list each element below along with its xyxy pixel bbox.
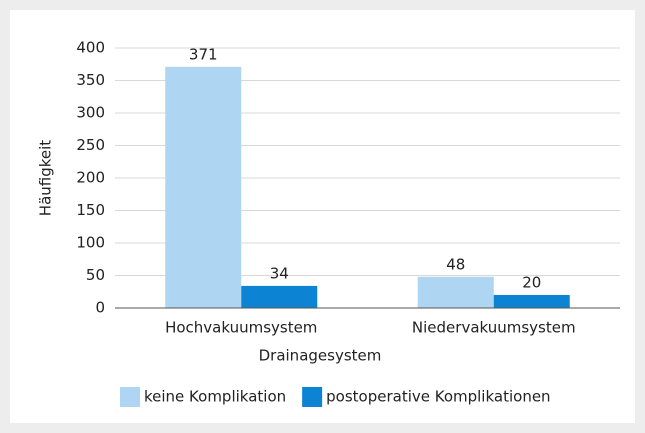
bar [165, 66, 242, 308]
y-tick-label: 0 [95, 299, 105, 317]
data-label: 371 [189, 45, 218, 63]
y-tick-label: 150 [76, 201, 105, 219]
y-tick-label: 400 [76, 39, 105, 57]
legend-label: keine Komplikation [144, 388, 286, 406]
y-tick-label: 200 [76, 169, 105, 187]
y-axis-label: Häufigkeit [37, 140, 55, 216]
x-axis-label: Drainagesystem [259, 347, 382, 365]
y-tick-label: 250 [76, 136, 105, 154]
x-tick-label: Hochvakuumsystem [165, 319, 317, 337]
y-tick-label: 350 [76, 71, 105, 89]
x-tick-label: Niedervakuumsystem [412, 319, 576, 337]
legend-label: postoperative Komplikationen [326, 388, 550, 406]
bar [493, 295, 570, 308]
bar [241, 285, 318, 308]
data-label: 34 [270, 264, 289, 282]
panel [10, 10, 635, 423]
legend-swatch [302, 387, 323, 407]
legend-swatch [120, 387, 140, 407]
y-tick-label: 300 [76, 104, 105, 122]
data-label: 20 [522, 274, 541, 292]
y-tick-label: 50 [86, 266, 105, 284]
bar [417, 276, 494, 308]
data-label: 48 [446, 255, 465, 273]
y-tick-label: 100 [76, 234, 105, 252]
